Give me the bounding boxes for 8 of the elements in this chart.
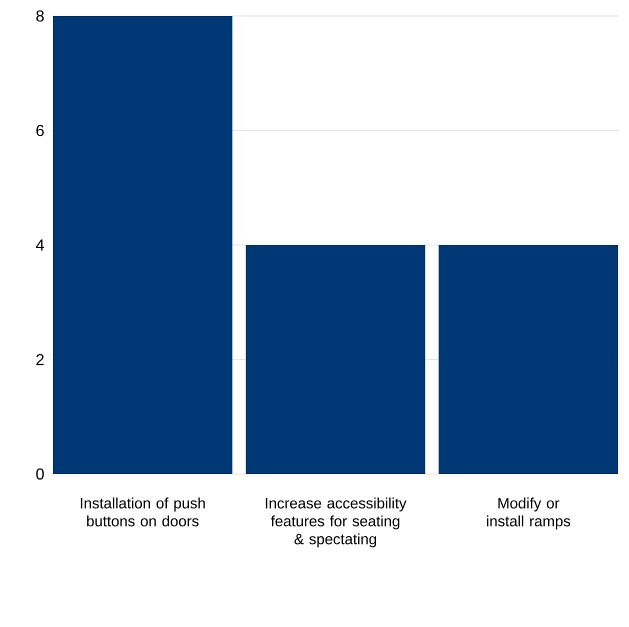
y-tick-label: 6 <box>36 124 44 136</box>
y-tick-label: 0 <box>36 468 44 480</box>
x-tick-label: Modify or install ramps <box>487 498 570 530</box>
y-tick-label: 4 <box>36 240 44 250</box>
y-tick-label: 8 <box>36 10 44 22</box>
y-tick-label: 2 <box>36 354 44 366</box>
x-tick-label: Increase accessibility features for seating & spectating <box>266 498 406 548</box>
x-tick-label: Installation of push buttons on doors <box>80 498 205 526</box>
